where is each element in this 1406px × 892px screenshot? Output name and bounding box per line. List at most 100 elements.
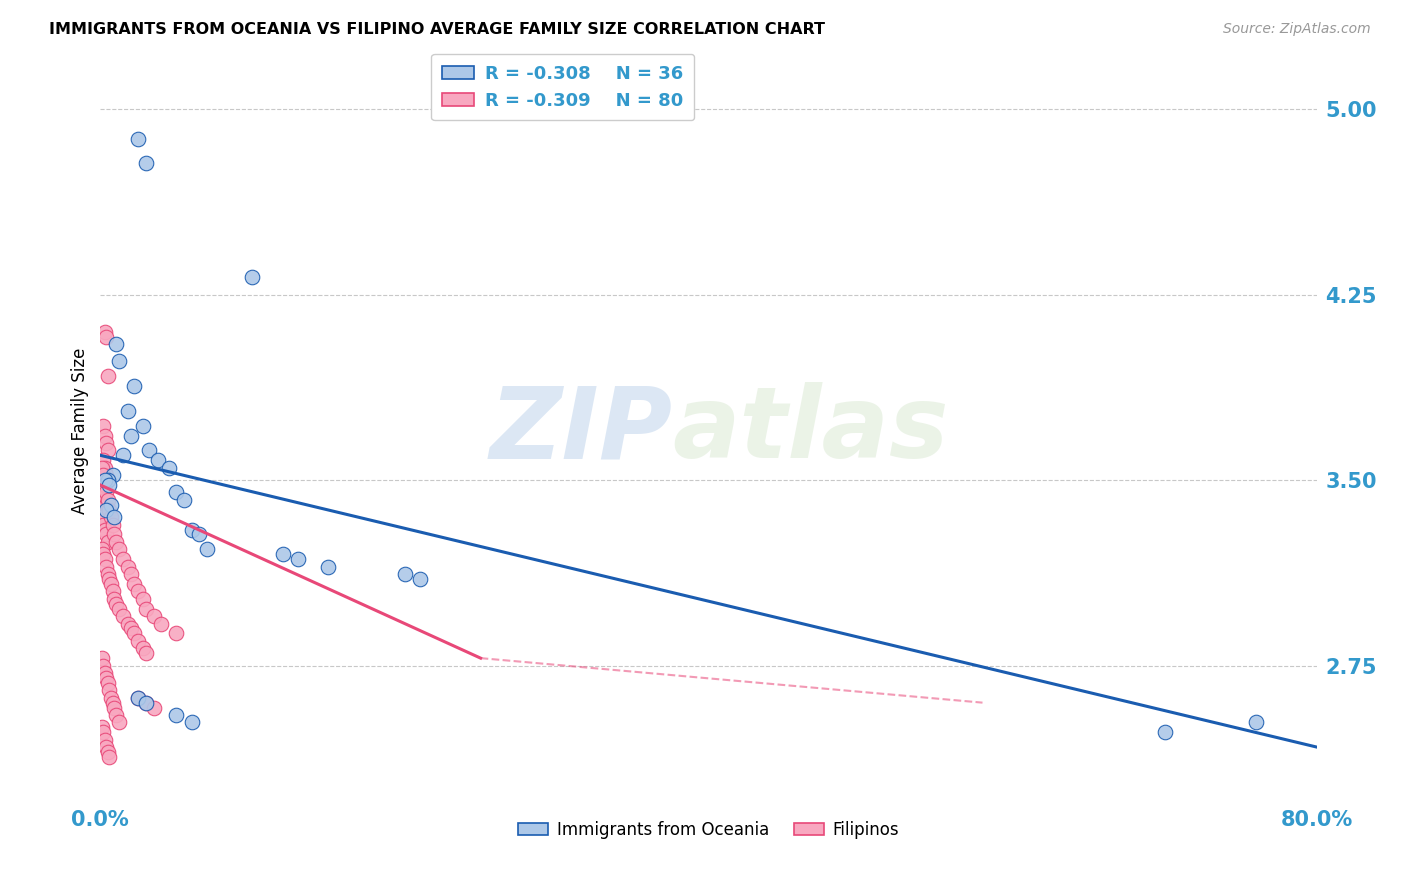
Point bbox=[97, 676, 120, 690]
Text: ZIP: ZIP bbox=[489, 382, 672, 479]
Point bbox=[98, 502, 121, 516]
Point bbox=[90, 542, 112, 557]
Point bbox=[120, 567, 142, 582]
Point bbox=[96, 498, 118, 512]
Point bbox=[96, 740, 118, 755]
Point bbox=[93, 517, 115, 532]
Point bbox=[97, 745, 120, 759]
Point bbox=[122, 379, 145, 393]
Point bbox=[104, 534, 127, 549]
Point bbox=[103, 510, 125, 524]
Point bbox=[98, 572, 121, 586]
Point bbox=[90, 651, 112, 665]
Point bbox=[96, 436, 118, 450]
Text: atlas: atlas bbox=[672, 382, 949, 479]
Point bbox=[112, 552, 135, 566]
Point bbox=[394, 567, 416, 582]
Point bbox=[100, 498, 122, 512]
Point bbox=[287, 552, 309, 566]
Point bbox=[146, 453, 169, 467]
Point bbox=[135, 696, 157, 710]
Point bbox=[97, 369, 120, 384]
Point bbox=[112, 448, 135, 462]
Point bbox=[100, 577, 122, 591]
Point bbox=[98, 683, 121, 698]
Point bbox=[127, 690, 149, 705]
Point bbox=[94, 492, 117, 507]
Point bbox=[90, 720, 112, 734]
Point bbox=[104, 337, 127, 351]
Point bbox=[96, 485, 118, 500]
Point bbox=[101, 517, 124, 532]
Point bbox=[318, 559, 340, 574]
Point bbox=[96, 559, 118, 574]
Point bbox=[107, 542, 129, 557]
Point bbox=[94, 325, 117, 339]
Point bbox=[90, 478, 112, 492]
Point bbox=[117, 559, 139, 574]
Point bbox=[97, 443, 120, 458]
Point bbox=[96, 329, 118, 343]
Point bbox=[242, 270, 264, 285]
Point bbox=[138, 443, 160, 458]
Legend: Immigrants from Oceania, Filipinos: Immigrants from Oceania, Filipinos bbox=[512, 814, 905, 846]
Point bbox=[100, 510, 122, 524]
Point bbox=[93, 453, 115, 467]
Point bbox=[117, 404, 139, 418]
Point bbox=[93, 725, 115, 739]
Point bbox=[94, 665, 117, 680]
Point bbox=[104, 708, 127, 723]
Point bbox=[117, 616, 139, 631]
Point bbox=[101, 584, 124, 599]
Text: IMMIGRANTS FROM OCEANIA VS FILIPINO AVERAGE FAMILY SIZE CORRELATION CHART: IMMIGRANTS FROM OCEANIA VS FILIPINO AVER… bbox=[49, 22, 825, 37]
Y-axis label: Average Family Size: Average Family Size bbox=[72, 347, 89, 514]
Point bbox=[97, 473, 120, 487]
Text: Source: ZipAtlas.com: Source: ZipAtlas.com bbox=[1223, 22, 1371, 37]
Point bbox=[97, 534, 120, 549]
Point bbox=[271, 547, 294, 561]
Point bbox=[93, 468, 115, 483]
Point bbox=[101, 696, 124, 710]
Point bbox=[96, 527, 118, 541]
Point bbox=[103, 591, 125, 606]
Point bbox=[98, 750, 121, 764]
Point bbox=[165, 708, 187, 723]
Point bbox=[127, 633, 149, 648]
Point bbox=[94, 552, 117, 566]
Point bbox=[135, 601, 157, 615]
Point bbox=[127, 690, 149, 705]
Point bbox=[150, 616, 173, 631]
Point bbox=[94, 523, 117, 537]
Point bbox=[103, 700, 125, 714]
Point bbox=[96, 502, 118, 516]
Point bbox=[104, 597, 127, 611]
Point bbox=[94, 478, 117, 492]
Point bbox=[142, 700, 165, 714]
Point bbox=[93, 485, 115, 500]
Point bbox=[107, 601, 129, 615]
Point bbox=[97, 567, 120, 582]
Point bbox=[120, 622, 142, 636]
Point bbox=[94, 428, 117, 442]
Point bbox=[135, 696, 157, 710]
Point bbox=[1154, 725, 1177, 739]
Point bbox=[107, 354, 129, 368]
Point bbox=[132, 418, 155, 433]
Point bbox=[97, 492, 120, 507]
Point bbox=[97, 502, 120, 516]
Point bbox=[135, 156, 157, 170]
Point bbox=[195, 542, 218, 557]
Point bbox=[188, 527, 211, 541]
Point bbox=[132, 591, 155, 606]
Point bbox=[112, 609, 135, 624]
Point bbox=[90, 510, 112, 524]
Point bbox=[101, 468, 124, 483]
Point bbox=[173, 492, 195, 507]
Point bbox=[409, 572, 432, 586]
Point bbox=[107, 715, 129, 730]
Point bbox=[94, 473, 117, 487]
Point bbox=[93, 658, 115, 673]
Point bbox=[90, 460, 112, 475]
Point bbox=[135, 646, 157, 660]
Point bbox=[127, 584, 149, 599]
